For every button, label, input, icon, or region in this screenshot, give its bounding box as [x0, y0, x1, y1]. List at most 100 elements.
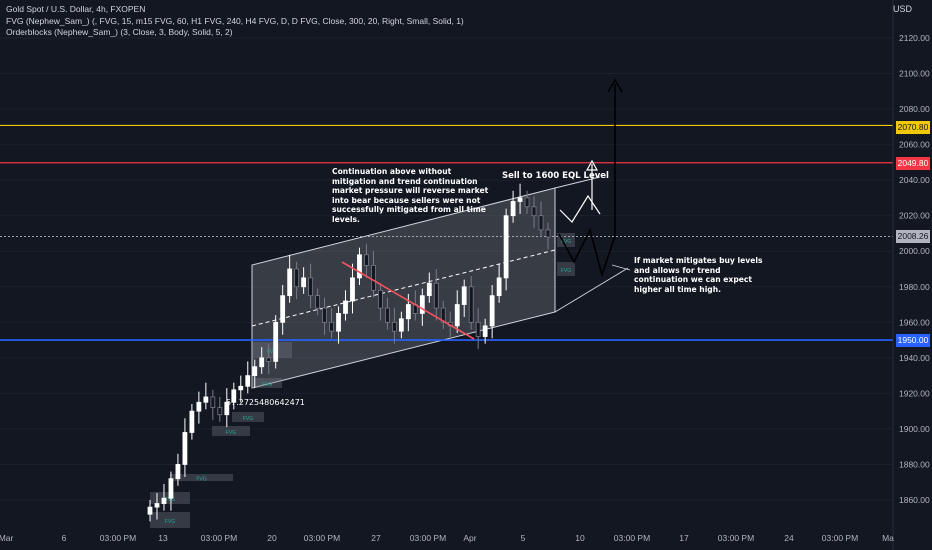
candle-body — [364, 254, 369, 266]
fvg-label: FVG — [262, 382, 272, 388]
note-line: levels. — [332, 214, 360, 224]
candle-body — [350, 277, 355, 302]
price-tick-label: 2100.00 — [899, 69, 930, 79]
ath-arrow-head — [607, 78, 623, 93]
horizontal-levels[interactable] — [0, 124, 893, 341]
candle-body — [266, 357, 272, 362]
time-tick-label: 5 — [521, 533, 526, 543]
candle-body — [524, 197, 530, 208]
candle-body — [343, 300, 348, 314]
candle-body — [231, 389, 237, 403]
candle-body — [336, 313, 341, 332]
candle-body — [210, 396, 216, 409]
projection-drawings[interactable] — [341, 78, 631, 340]
candle-body — [189, 410, 195, 433]
price-tick-label: 1860.00 — [899, 495, 930, 505]
candle-body — [301, 277, 307, 288]
fvg-box — [252, 378, 282, 388]
price-tick-label: 1960.00 — [899, 317, 930, 327]
price-tick-label: 2000.00 — [899, 246, 930, 256]
price-badge-current: 2008.26 — [896, 230, 930, 243]
candle-body — [280, 295, 286, 323]
price-tick-label: 1980.00 — [899, 282, 930, 292]
zigzag-lower — [558, 84, 616, 278]
time-axis[interactable]: Mar 6 03:00 PM 13 03:00 PM 20 03:00 PM 27 03:00 … — [0, 533, 894, 543]
candle-body — [196, 401, 202, 412]
candle-body — [531, 206, 537, 217]
candle-body — [259, 357, 265, 368]
chart-legend: Gold Spot / U.S. Dollar, 4h, FXOPEN FVG … — [6, 4, 464, 39]
note-sell: Sell to 1600 EQL Level — [502, 171, 609, 181]
candle-body — [273, 321, 279, 362]
time-tick-label: Ma — [882, 533, 894, 543]
price-tick-label: 1900.00 — [899, 424, 930, 434]
indicator-fvg[interactable]: FVG (Nephew_Sam_) (, FVG, 15, m15 FVG, 6… — [6, 15, 464, 26]
note-line: and allows for trend — [634, 265, 721, 275]
time-tick-label: 03:00 PM — [718, 533, 754, 543]
candle-body — [489, 295, 495, 327]
candle-body — [538, 215, 544, 231]
fvg-label: FVG — [196, 477, 206, 483]
time-tick-label: 17 — [679, 533, 689, 543]
fvg-label: FVG — [561, 268, 571, 274]
price-tick-label: 2040.00 — [899, 175, 930, 185]
candle-body — [503, 215, 509, 279]
time-tick-label: 03:00 PM — [201, 533, 237, 543]
note-line: mitigation and trend continuation — [332, 176, 478, 186]
fvg-box — [170, 474, 233, 481]
price-tick-label: 1880.00 — [899, 459, 930, 469]
note-mitigate: If market mitigates buy levels and allow… — [634, 256, 784, 294]
candle-body — [238, 385, 244, 391]
candle-body — [545, 229, 551, 238]
candle-body — [252, 366, 258, 377]
note-line: into bear because sellers were not — [332, 195, 481, 205]
trend-line-red — [341, 261, 475, 340]
fvg-box — [150, 512, 190, 528]
note-line: market pressure will reverse market — [332, 186, 489, 196]
candle-body — [154, 503, 160, 508]
price-tick-label: 1940.00 — [899, 353, 930, 363]
candles — [147, 183, 551, 522]
stray-number: 57.2725480642471 — [226, 398, 305, 407]
fvg-box — [557, 262, 575, 276]
candle-body — [454, 304, 460, 327]
price-tick-label: 2120.00 — [899, 33, 930, 43]
price-axis[interactable]: 1860.00 1880.00 1900.00 1920.00 1940.00 1960.… — [892, 0, 930, 550]
channel-tail — [611, 264, 631, 271]
candle-body — [329, 321, 334, 332]
price-badge-yellow: 2070.80 — [896, 121, 930, 134]
candle-body — [294, 268, 300, 288]
time-tick-label: 03:00 PM — [100, 533, 136, 543]
symbol-title[interactable]: Gold Spot / U.S. Dollar, 4h, FXOPEN — [6, 4, 146, 14]
candle-body — [378, 289, 383, 309]
candle-body — [496, 277, 502, 297]
candle-body — [371, 265, 376, 291]
time-tick-label: 24 — [784, 533, 794, 543]
candle-body — [405, 304, 411, 320]
candle-body — [217, 407, 223, 416]
candle-body — [315, 295, 320, 309]
price-tick-label: 2020.00 — [899, 211, 930, 221]
note-line: higher all time high. — [634, 284, 722, 294]
candle-body — [517, 197, 523, 202]
time-tick-label: 03:00 PM — [614, 533, 650, 543]
time-tick-label: Apr — [463, 533, 476, 543]
time-tick-label: 6 — [62, 533, 67, 543]
candle-body — [175, 464, 181, 480]
candle-body — [475, 321, 481, 337]
price-badge-red: 2049.80 — [896, 157, 930, 170]
fvg-label: FVG — [226, 430, 236, 436]
candle-body — [385, 307, 390, 323]
candle-body — [322, 307, 327, 323]
currency-label[interactable]: USD — [892, 4, 912, 14]
time-tick-label: 13 — [158, 533, 168, 543]
candle-body — [461, 286, 467, 305]
time-tick-label: 10 — [575, 533, 585, 543]
time-tick-label: 03:00 PM — [304, 533, 340, 543]
time-tick-label: 27 — [371, 533, 381, 543]
indicator-orderblocks[interactable]: Orderblocks (Nephew_Sam_) (3, Close, 3, … — [6, 27, 233, 37]
price-tick-label: 1920.00 — [899, 388, 930, 398]
sell-arrow-head — [585, 159, 599, 171]
